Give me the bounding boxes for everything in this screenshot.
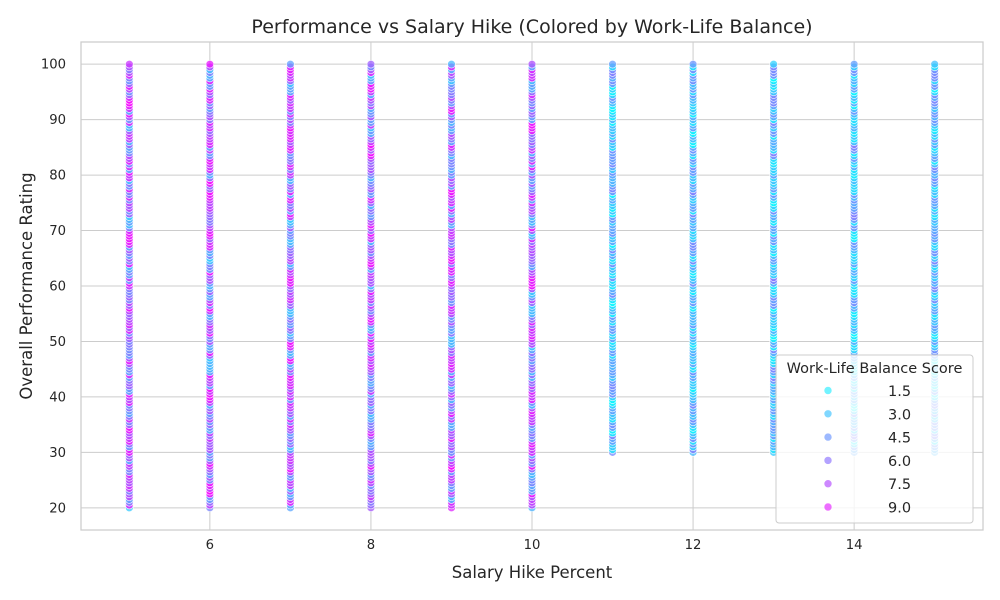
legend-entries: 1.5 3.0 4.5 6.0 7.5 9.0: [823, 384, 911, 517]
y-tick-label: 90: [49, 113, 66, 128]
plot-frame: [80, 41, 984, 531]
scatter-point: [447, 59, 456, 69]
x-tick-label: 6: [206, 538, 214, 553]
x-tick-label: 14: [846, 538, 863, 553]
y-tick-label: 100: [41, 58, 66, 73]
scatter-point: [769, 59, 778, 69]
legend-box: [775, 354, 974, 524]
scatter-point: [125, 59, 134, 69]
y-tick-label: 20: [49, 501, 66, 516]
legend-label: 9.0: [888, 501, 911, 517]
scatter-point: [205, 59, 215, 69]
scatter-point: [688, 59, 698, 69]
legend-title: Work-Life Balance Score: [787, 361, 963, 377]
legend-marker: [823, 456, 833, 465]
x-tick-label: 8: [367, 538, 375, 553]
legend-marker: [823, 479, 833, 489]
legend-marker: [823, 386, 833, 395]
scatter-point: [366, 59, 376, 69]
tick-labels: 6 8 10 12 14 20 30 40 50 60 70 80 90 100: [41, 58, 863, 553]
x-tick-label: 12: [685, 538, 702, 553]
scatter-point: [930, 59, 939, 69]
chart-title: Performance vs Salary Hike (Colored by W…: [251, 16, 812, 38]
scatter-point: [286, 59, 295, 69]
legend: Work-Life Balance Score 1.5 3.0 4.5 6.0 7.5 9…: [775, 354, 974, 524]
legend-label: 6.0: [888, 454, 911, 470]
y-tick-label: 60: [49, 280, 66, 295]
y-tick-label: 30: [49, 446, 66, 461]
scatter-point: [849, 59, 859, 69]
legend-marker: [823, 432, 833, 442]
x-tick-label: 10: [524, 538, 541, 553]
legend-marker: [823, 409, 833, 419]
scatter-point: [527, 59, 537, 69]
legend-label: 1.5: [888, 384, 911, 400]
legend-label: 7.5: [888, 477, 911, 493]
scatter-point: [608, 59, 617, 69]
y-tick-label: 50: [49, 335, 66, 350]
legend-marker: [823, 502, 833, 512]
legend-label: 3.0: [888, 407, 911, 423]
y-tick-label: 80: [49, 169, 66, 184]
x-axis-label: Salary Hike Percent: [452, 563, 613, 582]
legend-label: 4.5: [888, 431, 911, 447]
y-axis-label: Overall Performance Rating: [17, 172, 36, 399]
y-tick-label: 40: [49, 390, 66, 405]
y-tick-label: 70: [49, 224, 66, 239]
